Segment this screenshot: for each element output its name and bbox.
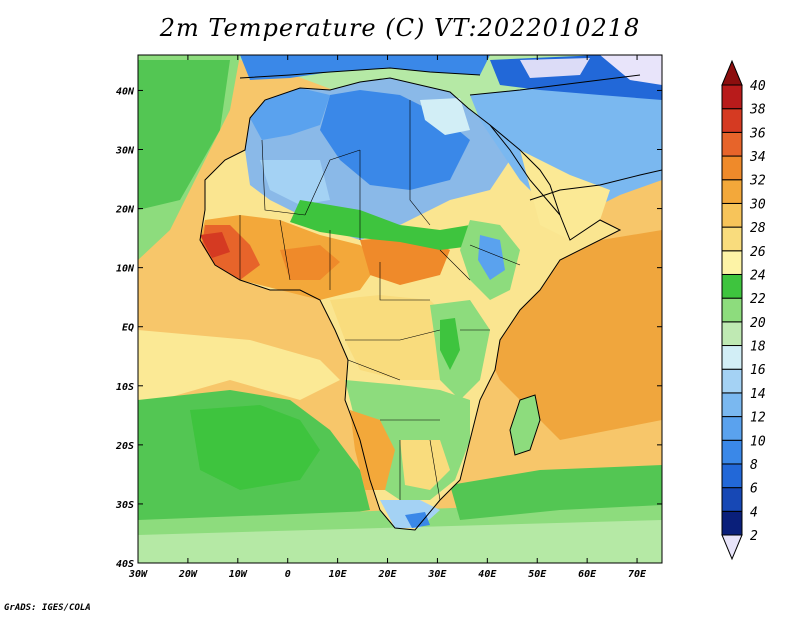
temperature-field xyxy=(138,55,662,563)
ocean-agulhas-green xyxy=(450,465,662,520)
black-sea-region-lavender xyxy=(520,58,590,78)
colorbar-level-label: 2 xyxy=(750,529,758,544)
lat-tick-label: 20S xyxy=(115,441,134,452)
ocean-southern-cool xyxy=(138,520,662,563)
lake-region-deepgreen xyxy=(440,318,460,370)
colorbar-bottom-arrow xyxy=(721,534,743,561)
colorbar-box xyxy=(721,202,743,228)
lat-tick-label: 40S xyxy=(116,559,134,570)
ocean-equatorial-mild xyxy=(138,330,340,400)
colorbar-box xyxy=(721,131,743,157)
ocean-canary-green xyxy=(138,60,230,210)
lon-tick-label: 20E xyxy=(377,569,397,580)
colorbar-top-arrow xyxy=(721,59,743,86)
latitude-axis: 40N 30N 20N 10N EQ 10S 20S 30S 40S xyxy=(115,86,662,570)
lat-tick-label: 30N xyxy=(115,146,135,157)
ethiopia-highland-blue xyxy=(478,235,505,280)
chart-title: 2m Temperature (C) VT:2022010218 xyxy=(159,14,641,42)
grads-credit: GrADS: IGES/COLA xyxy=(4,603,91,613)
colorbar-level-label: 26 xyxy=(750,245,766,260)
colorbar-level-label: 4 xyxy=(750,505,758,520)
colorbar-box xyxy=(721,297,743,323)
colorbar-level-label: 24 xyxy=(750,268,766,283)
lon-tick-label: 10W xyxy=(229,569,248,580)
colorbar-level-label: 12 xyxy=(750,411,766,426)
lat-tick-label: 40N xyxy=(116,86,135,97)
nile-delta-pale xyxy=(420,98,470,135)
lon-tick-label: 30W xyxy=(128,569,148,580)
congo-basin-warm xyxy=(330,295,460,380)
colorbar-level-label: 20 xyxy=(750,316,766,331)
sahel-green-band xyxy=(290,200,480,250)
ocean-south-atlantic-deepgreen xyxy=(190,405,320,490)
colorbar-level-label: 28 xyxy=(750,221,766,236)
lat-tick-label: 10S xyxy=(116,382,134,393)
colorbar-box xyxy=(721,392,743,418)
lat-tick-label: 30S xyxy=(115,500,134,511)
colorbar-box xyxy=(721,84,743,110)
lat-tick-label: 20N xyxy=(115,205,135,216)
colorbar-level-label: 18 xyxy=(750,340,766,355)
colorbar-box xyxy=(721,439,743,465)
colorbar-box xyxy=(721,416,743,441)
colorbar-level-label: 14 xyxy=(750,387,766,402)
madagascar xyxy=(510,395,540,455)
colorbar-level-label: 8 xyxy=(750,458,758,473)
colorbar-level-label: 30 xyxy=(749,197,766,212)
colorbar-level-label: 38 xyxy=(749,103,766,118)
arabia-south-mild xyxy=(520,150,610,240)
botswana-warm xyxy=(400,440,450,490)
colorbar-box xyxy=(721,368,743,394)
coastlines xyxy=(199,67,662,531)
colorbar-box xyxy=(721,487,743,512)
lon-tick-label: 50E xyxy=(528,569,547,580)
colorbar-box xyxy=(721,273,743,299)
colorbar-box xyxy=(721,108,743,133)
colorbar-level-label: 32 xyxy=(749,174,766,189)
lat-tick-label: 10N xyxy=(116,264,135,275)
colorbar-box xyxy=(721,345,743,370)
colorbar-box xyxy=(721,463,743,489)
caucasus-lavender xyxy=(600,55,662,85)
lon-tick-label: 70E xyxy=(628,569,647,580)
colorbar-box xyxy=(721,179,743,204)
colorbar-level-label: 16 xyxy=(750,363,766,378)
country-borders xyxy=(239,100,521,501)
colorbar-level-label: 36 xyxy=(749,126,766,141)
colorbar-box xyxy=(721,250,743,275)
colorbar-level-label: 40 xyxy=(750,79,766,94)
sahara-west-pale xyxy=(260,160,330,205)
lon-tick-label: 10E xyxy=(329,569,348,580)
colorbar-level-label: 22 xyxy=(750,292,766,307)
colorbar-box xyxy=(721,226,743,252)
colorbar-level-label: 6 xyxy=(750,482,758,497)
maghreb-cool xyxy=(250,88,330,140)
guinea-bissau-hottest xyxy=(200,232,230,258)
namibia-hot xyxy=(350,410,395,490)
lon-tick-label: 40E xyxy=(478,569,497,580)
lon-tick-label: 30E xyxy=(427,569,447,580)
lat-tick-label: EQ xyxy=(122,323,134,334)
colorbar-box xyxy=(721,510,743,536)
map-frame xyxy=(137,54,663,564)
colorbar-box xyxy=(721,155,743,181)
lon-tick-label: 60E xyxy=(578,569,597,580)
colorbar-level-label: 34 xyxy=(749,150,766,165)
lon-tick-label: 20W xyxy=(178,569,198,580)
colorbar-box xyxy=(721,321,743,347)
lesotho-cool xyxy=(405,512,430,528)
nigeria-hot xyxy=(280,245,340,280)
longitude-axis: 30W 20W 10W 0 10E 20E 30E 40E 50E 60E 70E xyxy=(128,55,647,580)
middle-east-cool xyxy=(470,70,662,215)
colorbar-level-label: 10 xyxy=(750,434,766,449)
lon-tick-label: 0 xyxy=(285,569,291,580)
